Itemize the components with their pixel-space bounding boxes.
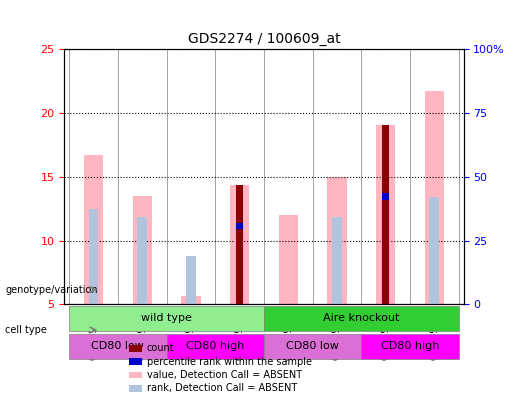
Bar <box>279 215 298 305</box>
Bar <box>430 197 439 305</box>
Bar <box>382 193 389 200</box>
Text: percentile rank within the sample: percentile rank within the sample <box>147 357 312 367</box>
Text: value, Detection Call = ABSENT: value, Detection Call = ABSENT <box>147 370 302 380</box>
Bar <box>129 345 142 352</box>
Bar <box>129 385 142 392</box>
Bar <box>381 196 390 305</box>
Text: rank, Detection Call = ABSENT: rank, Detection Call = ABSENT <box>147 384 297 393</box>
Bar <box>89 209 98 305</box>
Text: CD80 low: CD80 low <box>286 341 339 352</box>
Bar <box>186 256 196 305</box>
Bar <box>230 185 249 305</box>
Text: genotype/variation: genotype/variation <box>5 285 98 294</box>
Bar <box>382 126 389 305</box>
Text: Aire knockout: Aire knockout <box>323 313 400 324</box>
Bar <box>236 185 243 305</box>
Title: GDS2274 / 100609_at: GDS2274 / 100609_at <box>187 32 340 46</box>
Bar <box>236 223 243 229</box>
FancyBboxPatch shape <box>264 334 362 359</box>
Bar <box>132 196 152 305</box>
Bar <box>376 126 396 305</box>
Bar <box>138 217 147 305</box>
Text: count: count <box>147 343 175 353</box>
FancyBboxPatch shape <box>264 306 459 331</box>
Bar <box>84 155 104 305</box>
Bar <box>181 296 201 305</box>
Bar <box>327 177 347 305</box>
Bar <box>424 91 444 305</box>
FancyBboxPatch shape <box>362 334 459 359</box>
FancyBboxPatch shape <box>69 306 264 331</box>
Bar <box>332 217 342 305</box>
Text: CD80 high: CD80 high <box>381 341 439 352</box>
Bar <box>129 358 142 365</box>
FancyBboxPatch shape <box>166 334 264 359</box>
Text: wild type: wild type <box>141 313 192 324</box>
Bar <box>235 225 245 305</box>
Text: cell type: cell type <box>5 325 47 335</box>
FancyBboxPatch shape <box>69 334 166 359</box>
Text: CD80 high: CD80 high <box>186 341 245 352</box>
Text: CD80 low: CD80 low <box>92 341 144 352</box>
Bar <box>129 372 142 378</box>
